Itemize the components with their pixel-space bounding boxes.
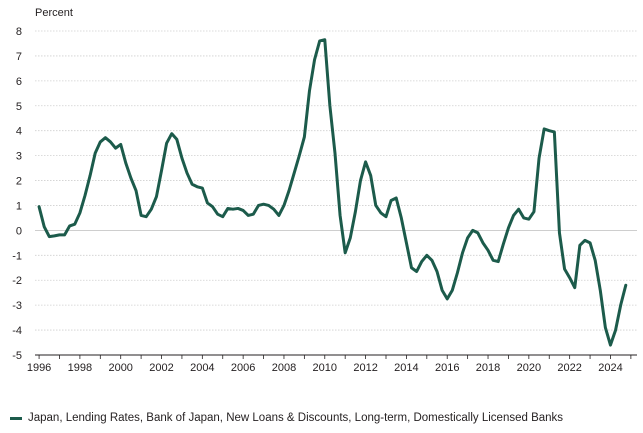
y-tick-label: -4 xyxy=(12,325,22,337)
x-tick-label: 2016 xyxy=(435,362,459,374)
x-tick-label: 2018 xyxy=(476,362,500,374)
x-tick-label: 2010 xyxy=(313,362,337,374)
y-tick-label: 0 xyxy=(16,225,22,237)
x-tick-label: 2020 xyxy=(517,362,541,374)
x-tick-label: 2004 xyxy=(190,362,214,374)
y-axis-ticks: 8 7 6 5 4 3 2 1 0 -1 -2 -3 -4 -5 xyxy=(12,26,22,362)
y-tick-label: -3 xyxy=(12,300,22,312)
y-tick-label: 6 xyxy=(16,76,22,88)
y-tick-label: -2 xyxy=(12,275,22,287)
x-tick-label: 2024 xyxy=(598,362,622,374)
y-tick-label: 2 xyxy=(16,176,22,188)
x-tick-label: 2022 xyxy=(557,362,581,374)
x-tick-label: 2008 xyxy=(272,362,296,374)
x-tick-label: 2014 xyxy=(394,362,418,374)
y-tick-label: 1 xyxy=(16,200,22,212)
x-axis-ticks: 1996 1998 2000 2002 2004 2006 2008 2010 2012 2014… xyxy=(27,355,632,374)
series-line-lending-rate xyxy=(37,38,628,347)
y-tick-label: 8 xyxy=(16,26,22,38)
y-tick-label: 5 xyxy=(16,101,22,113)
x-tick-label: 2006 xyxy=(231,362,255,374)
y-tick-label: -5 xyxy=(12,350,22,362)
y-tick-label: 3 xyxy=(16,151,22,163)
x-axis xyxy=(35,229,637,356)
y-tick-label: 4 xyxy=(16,126,22,138)
legend-swatch xyxy=(10,416,22,420)
gridlines xyxy=(35,30,637,356)
y-tick-label: 7 xyxy=(16,51,22,63)
legend-label: Japan, Lending Rates, Bank of Japan, New… xyxy=(28,412,564,424)
x-tick-label: 2000 xyxy=(108,362,132,374)
x-tick-label: 2002 xyxy=(149,362,173,374)
x-tick-label: 1998 xyxy=(68,362,92,374)
y-axis-unit-label: Percent xyxy=(35,7,73,19)
y-tick-label: -1 xyxy=(12,250,22,262)
x-tick-label: 1996 xyxy=(27,362,51,374)
legend: Japan, Lending Rates, Bank of Japan, New… xyxy=(10,412,563,424)
x-tick-label: 2012 xyxy=(353,362,377,374)
